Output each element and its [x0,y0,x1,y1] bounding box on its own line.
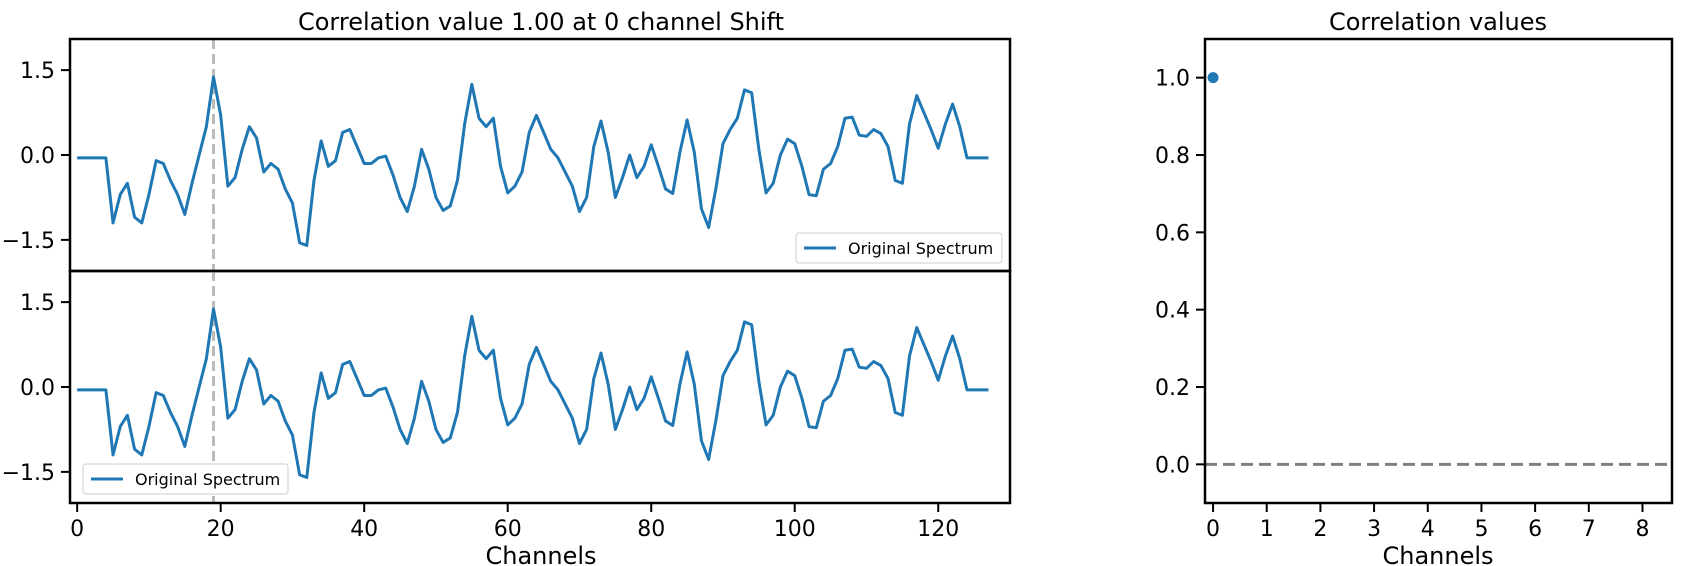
spectrum-series-line [77,75,989,248]
panel-top-spectrum: Correlation value 1.00 at 0 channel Shif… [2,8,1012,273]
x-tick-label: 20 [207,517,235,542]
axes-frame [1203,37,1674,505]
y-tick-label: 0.8 [1155,144,1190,169]
x-tick-label: 8 [1635,517,1649,542]
legend-label: Original Spectrum [848,239,993,258]
panel-bottom-legend: Original Spectrum [82,463,289,495]
panel-top-title: Correlation value 1.00 at 0 channel Shif… [298,8,784,36]
legend-label: Original Spectrum [135,470,280,489]
panel-right-xlabel: Channels [1382,542,1493,566]
y-tick-label: 1.5 [20,291,55,316]
x-tick-label: 5 [1474,517,1488,542]
x-tick-label: 60 [494,517,522,542]
correlation-point [1207,72,1219,84]
x-tick-label: 1 [1260,517,1274,542]
x-tick-label: 0 [70,517,84,542]
y-tick-label: 1.0 [1155,67,1190,92]
panel-bottom-spectrum: 1.5 0.0 −1.5 0 20 40 60 80 100 120 Original Spect… [2,269,1012,566]
panel-bottom-xlabel: Channels [485,542,596,566]
x-tick-label: 0 [1206,517,1220,542]
spectrum-series-line [77,307,989,480]
x-tick-label: 3 [1367,517,1381,542]
panel-right-title: Correlation values [1329,8,1547,36]
y-tick-label: 1.5 [20,59,55,84]
y-tick-label: 0.0 [1155,453,1190,478]
x-tick-label: 80 [637,517,665,542]
legend-box [82,463,289,495]
y-tick-label: 0.4 [1155,299,1190,324]
y-tick-label: 0.6 [1155,221,1190,246]
x-tick-label: 2 [1313,517,1327,542]
legend-box [795,232,1003,264]
y-tick-label: −1.5 [2,461,55,486]
y-tick-label: 0.0 [20,144,55,169]
x-tick-label: 100 [774,517,816,542]
x-tick-label: 40 [350,517,378,542]
y-tick-label: 0.0 [20,376,55,401]
x-tick-label: 7 [1582,517,1596,542]
y-tick-label: −1.5 [2,229,55,254]
x-tick-label: 6 [1528,517,1542,542]
x-tick-label: 4 [1421,517,1435,542]
axes-frame [68,269,1012,505]
panel-top-legend: Original Spectrum [795,232,1003,264]
y-tick-label: 0.2 [1155,376,1190,401]
x-tick-label: 120 [917,517,959,542]
panel-correlation-values: Correlation values 1.0 0.8 0.6 0.4 0.2 0.0 0 1 2… [1155,8,1674,566]
